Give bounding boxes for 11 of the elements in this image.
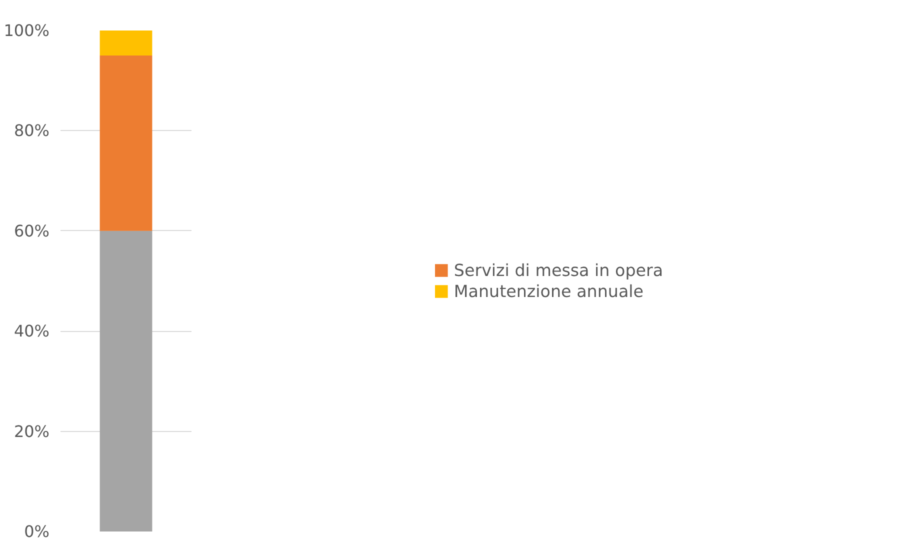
y-tick-label: 60% bbox=[14, 221, 50, 240]
bar bbox=[100, 230, 152, 532]
y-tick-label: 40% bbox=[14, 322, 50, 341]
bar bbox=[100, 56, 152, 231]
y-tick-label: 20% bbox=[14, 422, 50, 441]
y-tick-label: 80% bbox=[14, 121, 50, 140]
bar bbox=[100, 30, 152, 56]
legend-label: Manutenzione annuale bbox=[454, 282, 644, 300]
y-tick-label: 100% bbox=[4, 21, 50, 40]
y-tick-label: 0% bbox=[24, 522, 50, 541]
legend-label: Servizi di messa in opera bbox=[454, 260, 664, 280]
